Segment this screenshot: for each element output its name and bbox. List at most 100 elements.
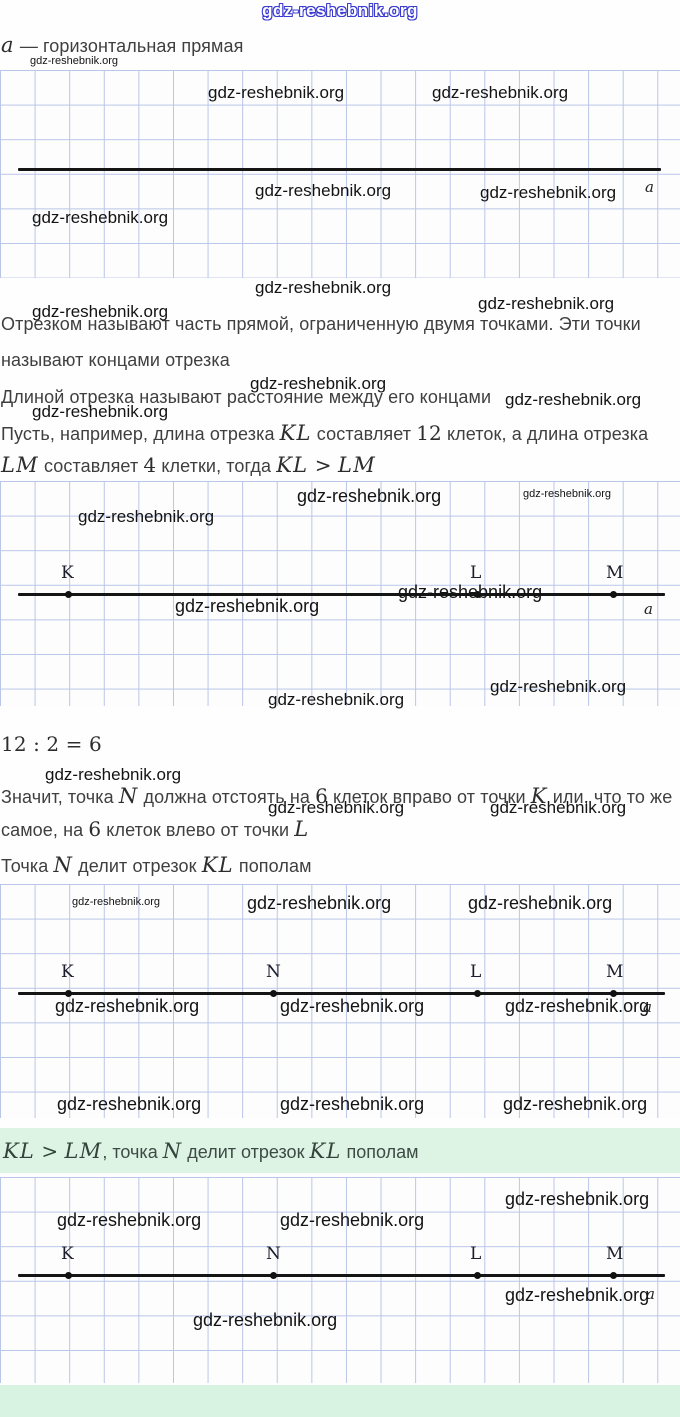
math-number: 12 xyxy=(416,421,442,445)
watermark: gdz-reshebnik.org xyxy=(255,181,392,200)
math-number: > xyxy=(308,453,339,477)
line-label-a: a xyxy=(644,600,653,618)
point-dot-l xyxy=(474,990,481,997)
text-run: Пусть, например, длина отрезка xyxy=(1,424,280,444)
point-label-k: K xyxy=(61,1244,74,1264)
line-label-a: a xyxy=(643,998,652,1016)
site-title: gdz-reshebnik.org xyxy=(262,1,418,20)
point-dot-l xyxy=(474,591,481,598)
point-dot-k xyxy=(65,990,72,997)
watermark: gdz-reshebnik.org xyxy=(247,893,392,913)
line-a xyxy=(18,168,661,171)
watermark: gdz-reshebnik.org xyxy=(78,507,215,526)
point-dot-n xyxy=(270,990,277,997)
math-text: K xyxy=(530,784,548,808)
grid-paper-1: a xyxy=(0,70,680,278)
point-label-k: K xyxy=(61,962,74,982)
watermark: gdz-reshebnik.org xyxy=(208,83,345,102)
math-text: L xyxy=(294,817,310,841)
text-run: должна отстоять на xyxy=(138,787,316,807)
point-dot-m xyxy=(610,990,617,997)
math-text: KL xyxy=(276,453,309,477)
line-label-a: a xyxy=(645,178,654,196)
watermark: gdz-reshebnik.org xyxy=(30,55,119,67)
watermark: gdz-reshebnik.org xyxy=(280,996,425,1016)
equation-line: 12 : 2 = 6 xyxy=(1,733,102,756)
point-label-l: L xyxy=(470,563,482,583)
watermark: gdz-reshebnik.org xyxy=(480,183,617,202)
watermark: gdz-reshebnik.org xyxy=(280,1210,425,1230)
line-a xyxy=(18,593,665,596)
intro-line: a — горизонтальная прямая xyxy=(1,33,243,57)
watermark: gdz-reshebnik.org xyxy=(503,1094,648,1114)
math-text: KL xyxy=(3,1138,36,1163)
point-label-m: M xyxy=(606,563,624,583)
point-label-l: L xyxy=(470,1244,482,1264)
watermark: gdz-reshebnik.org xyxy=(32,208,169,227)
watermark: gdz-reshebnik.org xyxy=(193,1310,338,1330)
text-run: самое, на xyxy=(1,820,89,840)
math-text: LM xyxy=(64,1138,103,1163)
watermark: gdz-reshebnik.org xyxy=(45,765,182,784)
text-run: пополам xyxy=(341,1141,419,1162)
watermark: gdz-reshebnik.org xyxy=(250,374,387,393)
watermark: gdz-reshebnik.org xyxy=(490,798,627,817)
text-run: делит отрезок xyxy=(73,856,202,876)
paragraph-example-2: LM составляет 4 клетки, тогда KL > LM xyxy=(1,453,376,477)
footer-band xyxy=(0,1385,680,1417)
math-number: > xyxy=(35,1138,65,1163)
point-label-n: N xyxy=(266,962,281,982)
point-label-m: M xyxy=(606,1244,624,1264)
watermark: gdz-reshebnik.org xyxy=(297,486,442,506)
text-run: Отрезком называют часть прямой, ограниче… xyxy=(1,314,641,334)
text-run: или, что то же xyxy=(547,787,673,807)
math-number: 6 xyxy=(88,817,102,841)
watermark: gdz-reshebnik.org xyxy=(268,798,405,817)
math-text: N xyxy=(118,784,139,808)
math-number: 6 xyxy=(315,784,328,808)
math-text: LM xyxy=(338,453,376,477)
watermark: gdz-reshebnik.org xyxy=(505,1285,650,1305)
point-label-m: M xyxy=(606,962,624,982)
watermark: gdz-reshebnik.org xyxy=(505,390,642,409)
watermark: gdz-reshebnik.org xyxy=(175,596,320,616)
watermark: gdz-reshebnik.org xyxy=(32,402,169,421)
line-label-a: a xyxy=(646,1285,655,1303)
point-dot-m xyxy=(610,1272,617,1279)
watermark: gdz-reshebnik.org xyxy=(505,996,650,1016)
watermark: gdz-reshebnik.org xyxy=(490,677,627,696)
text-run: Длиной отрезка называют расстояние между… xyxy=(1,387,492,407)
paragraph-midpoint: Точка N делит отрезок KL пополам xyxy=(1,853,312,877)
text-run: клетки, тогда xyxy=(156,456,277,476)
math-text: KL xyxy=(309,1138,342,1163)
paragraph-example-1: Пусть, например, длина отрезка KL состав… xyxy=(1,421,648,445)
watermark: gdz-reshebnik.org xyxy=(523,488,612,500)
point-dot-n xyxy=(270,1272,277,1279)
text-run: , точка xyxy=(102,1141,163,1162)
text-run: пополам xyxy=(233,856,312,876)
watermark: gdz-reshebnik.org xyxy=(478,294,615,313)
text-run: клеток вправо от точки xyxy=(327,787,531,807)
paragraph-segment-def-1: Отрезком называют часть прямой, ограниче… xyxy=(1,314,641,335)
text-run: составляет xyxy=(38,456,144,476)
point-label-l: L xyxy=(470,962,482,982)
point-dot-m xyxy=(610,591,617,598)
line-a xyxy=(18,1274,665,1277)
watermark: gdz-reshebnik.org xyxy=(505,1189,650,1209)
math-text: N xyxy=(53,853,74,877)
watermark: gdz-reshebnik.org xyxy=(468,893,613,913)
point-dot-l xyxy=(474,1272,481,1279)
math-number: 12 : 2 = 6 xyxy=(1,732,102,756)
text-run: называют концами отрезка xyxy=(1,350,230,370)
conclusion-heading: KL > LM, точка N делит отрезок KL попола… xyxy=(0,1128,680,1173)
text-run: Значит, точка xyxy=(1,787,119,807)
math-text: KL xyxy=(201,853,234,877)
paragraph-segment-def-2: называют концами отрезка xyxy=(1,350,230,371)
text-run: клеток, а длина отрезка xyxy=(441,424,649,444)
watermark: gdz-reshebnik.org xyxy=(398,582,543,602)
paragraph-reasoning-1: Значит, точка N должна отстоять на 6 кле… xyxy=(1,784,672,808)
